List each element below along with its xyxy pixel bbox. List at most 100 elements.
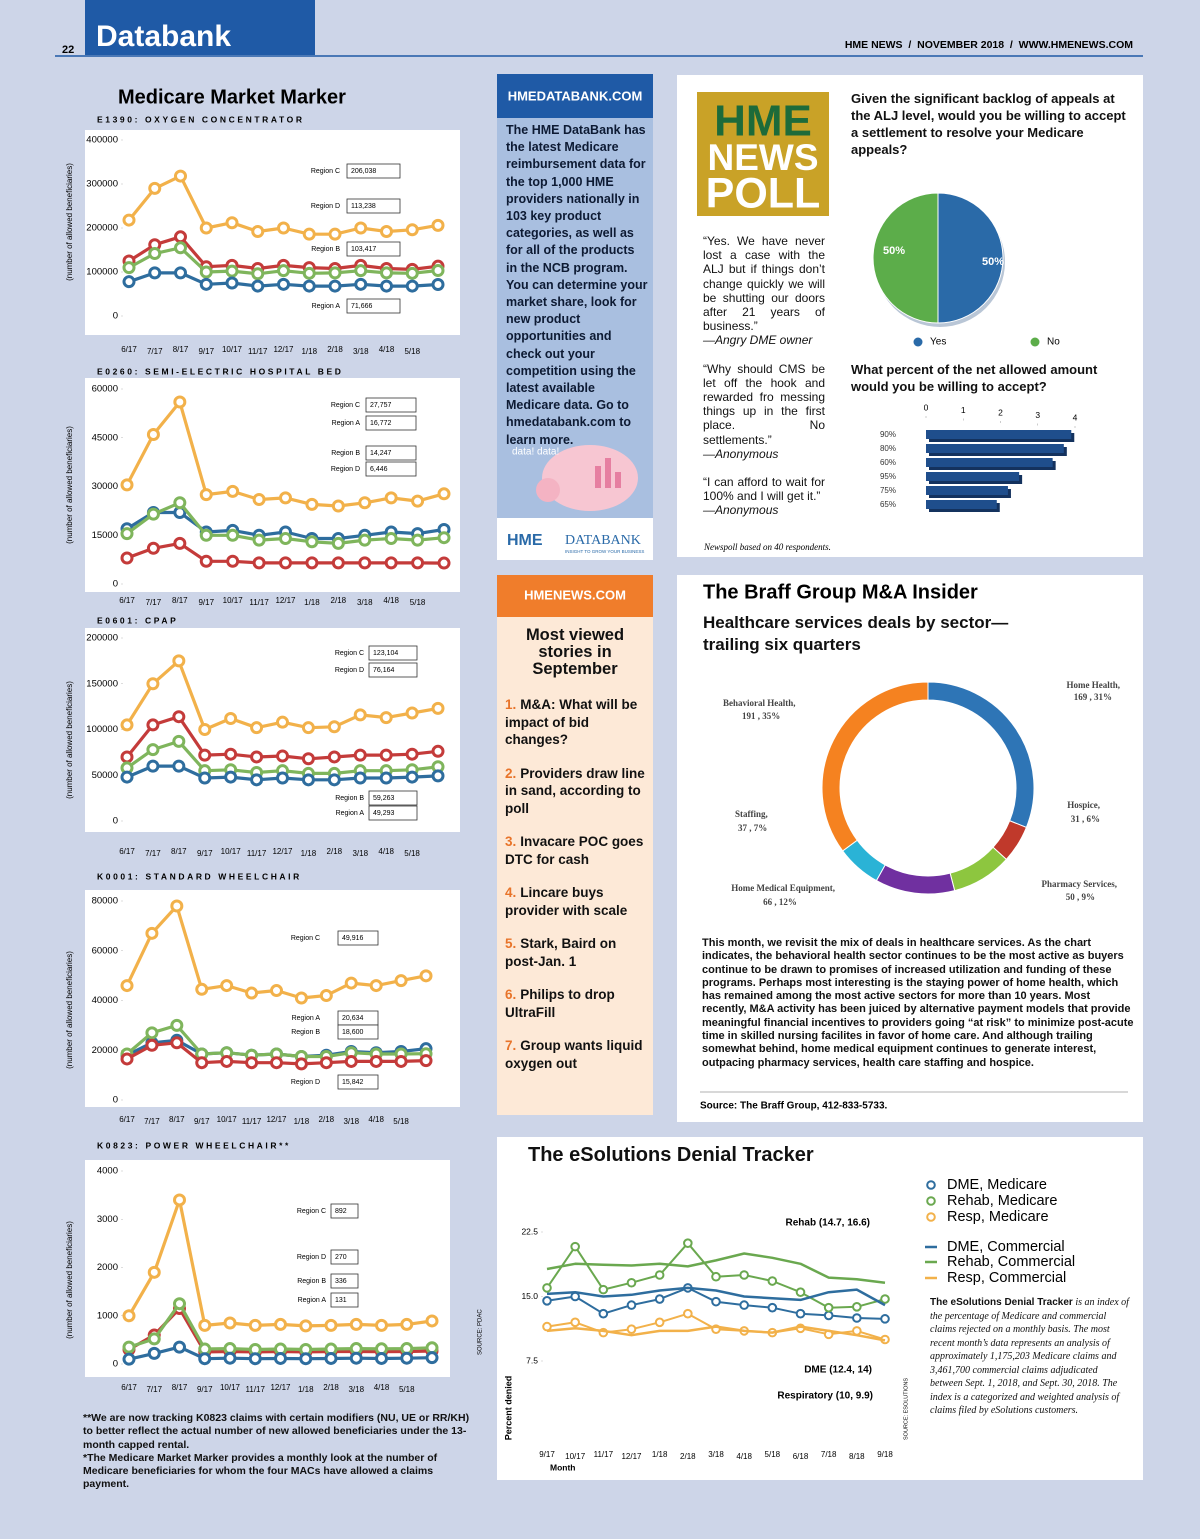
y-tick-label: 3000: [97, 1214, 118, 1225]
data-point: [739, 1300, 749, 1310]
data-point: [173, 1297, 186, 1311]
series-name: Region A: [336, 810, 365, 817]
chart-title: K0001: STANDARD WHEELCHAIR: [97, 871, 302, 881]
data-point: [224, 747, 238, 761]
category-label: 75%: [880, 486, 896, 495]
value-label: 27,757: [370, 402, 392, 409]
legend-label: Resp, Medicare: [947, 1209, 1049, 1225]
data-point: [419, 1054, 433, 1068]
data-point: [146, 759, 160, 773]
category-label: 80%: [880, 444, 896, 453]
data-point: [145, 1026, 159, 1040]
data-point: [294, 991, 308, 1005]
data-point: [270, 984, 283, 998]
mv-item: 6. Philips to drop UltraFill: [505, 986, 645, 1021]
series-name: Region D: [311, 203, 340, 210]
y-axis-label: (number of allowed beneficiaries): [65, 163, 74, 281]
data-point: [384, 556, 398, 570]
data-point: [425, 1314, 439, 1328]
legend-label: DME, Medicare: [947, 1177, 1047, 1193]
x-tick-label: 11/17: [249, 598, 269, 607]
value-label: 18,600: [342, 1029, 364, 1036]
legend-marker: [926, 1196, 936, 1206]
x-tick-label: 8/17: [169, 1115, 185, 1124]
data-point: [299, 1319, 313, 1333]
data-point: [305, 556, 319, 570]
slice-value: 37 , 7%: [738, 823, 767, 833]
y-axis-label: (number of allowed beneficiaries): [65, 1221, 74, 1339]
bar: [926, 472, 1020, 481]
data-point: [331, 499, 345, 513]
data-point: [274, 1317, 287, 1331]
data-point: [400, 1351, 414, 1365]
data-point: [252, 493, 266, 506]
y-tick-label: 22.5: [521, 1226, 538, 1236]
data-point: [250, 773, 264, 787]
data-point: [122, 213, 136, 227]
series-name: Region D: [291, 1079, 320, 1086]
data-point: [174, 230, 187, 244]
quote-by: —Anonymous: [703, 503, 779, 518]
data-point: [120, 718, 134, 732]
data-point: [411, 533, 425, 547]
x-tick-label: 11/17: [594, 1450, 614, 1459]
data-point: [170, 1018, 184, 1032]
label-box: [337, 1024, 379, 1040]
x-tick-label: 11/17: [248, 347, 268, 356]
legend-marker: [913, 337, 923, 347]
value-label: 103,417: [351, 246, 376, 253]
data-point: [251, 279, 265, 293]
data-point: [358, 496, 372, 510]
data-point: [148, 181, 162, 195]
section-title: Databank: [96, 20, 231, 53]
data-point: [405, 279, 419, 293]
ad-logo-b: DATABANK: [565, 533, 641, 548]
x-tick-label: 7/18: [821, 1450, 837, 1459]
data-point: [683, 1308, 693, 1319]
x-tick-label: 1/18: [294, 1117, 310, 1126]
data-point: [173, 395, 187, 409]
data-point: [384, 532, 398, 545]
label-box: [365, 461, 417, 477]
data-point: [301, 773, 315, 787]
x-tick-label: 1/18: [652, 1450, 668, 1459]
label-box: [365, 397, 417, 413]
data-point: [199, 528, 213, 542]
data-point: [379, 711, 393, 725]
data-point: [431, 701, 445, 715]
footnotes: **We are now tracking K0823 claims with …: [83, 1412, 473, 1492]
pie-slice: [937, 192, 1004, 324]
chart-panel: [85, 130, 460, 335]
chart-panel: [85, 378, 460, 592]
data-point: [301, 721, 315, 735]
category-label: 60%: [880, 458, 896, 467]
data-point: [437, 556, 451, 570]
data-point: [358, 556, 372, 570]
data-point: [248, 1318, 262, 1332]
x-tick-label: 7/17: [146, 598, 162, 607]
data-point: [431, 769, 445, 783]
x-tick-label: 12/17: [275, 596, 296, 605]
data-point: [173, 1193, 186, 1207]
data-point: [598, 1284, 609, 1295]
quote: “Yes. We have never lost a case with the…: [703, 234, 825, 348]
data-point: [354, 277, 368, 291]
label-box: [346, 163, 401, 179]
data-point: [122, 1352, 136, 1366]
y-tick-label: 15.0: [521, 1291, 538, 1301]
mv-num: 3.: [505, 834, 517, 849]
data-point: [172, 654, 186, 668]
mv-item: 4. Lincare buys provider with scale: [505, 884, 645, 919]
data-point: [353, 708, 367, 722]
poll-logo: HME: [714, 97, 812, 146]
data-point: [172, 759, 186, 773]
data-point: [174, 241, 187, 255]
denial-desc-text: is an index of the percentage of Medicar…: [930, 1297, 1129, 1416]
series-name: Region A: [298, 1297, 327, 1304]
data-point: [225, 264, 239, 278]
data-point: [195, 1056, 209, 1070]
x-tick-label: 10/17: [223, 596, 244, 605]
data-point: [224, 712, 238, 726]
data-point: [375, 1318, 388, 1332]
